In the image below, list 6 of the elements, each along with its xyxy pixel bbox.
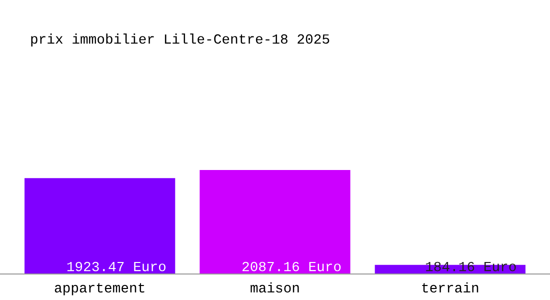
x-tick-label: maison [250, 282, 299, 293]
x-tick-label: appartement [54, 283, 144, 296]
data-label: 2087.16 Euro [242, 262, 341, 272]
x-tick-label: terrain [422, 282, 478, 293]
chart-title: prix immobilier Lille-Centre-18 2025 [31, 34, 330, 46]
data-label: 1923.47 Euro [67, 262, 166, 272]
